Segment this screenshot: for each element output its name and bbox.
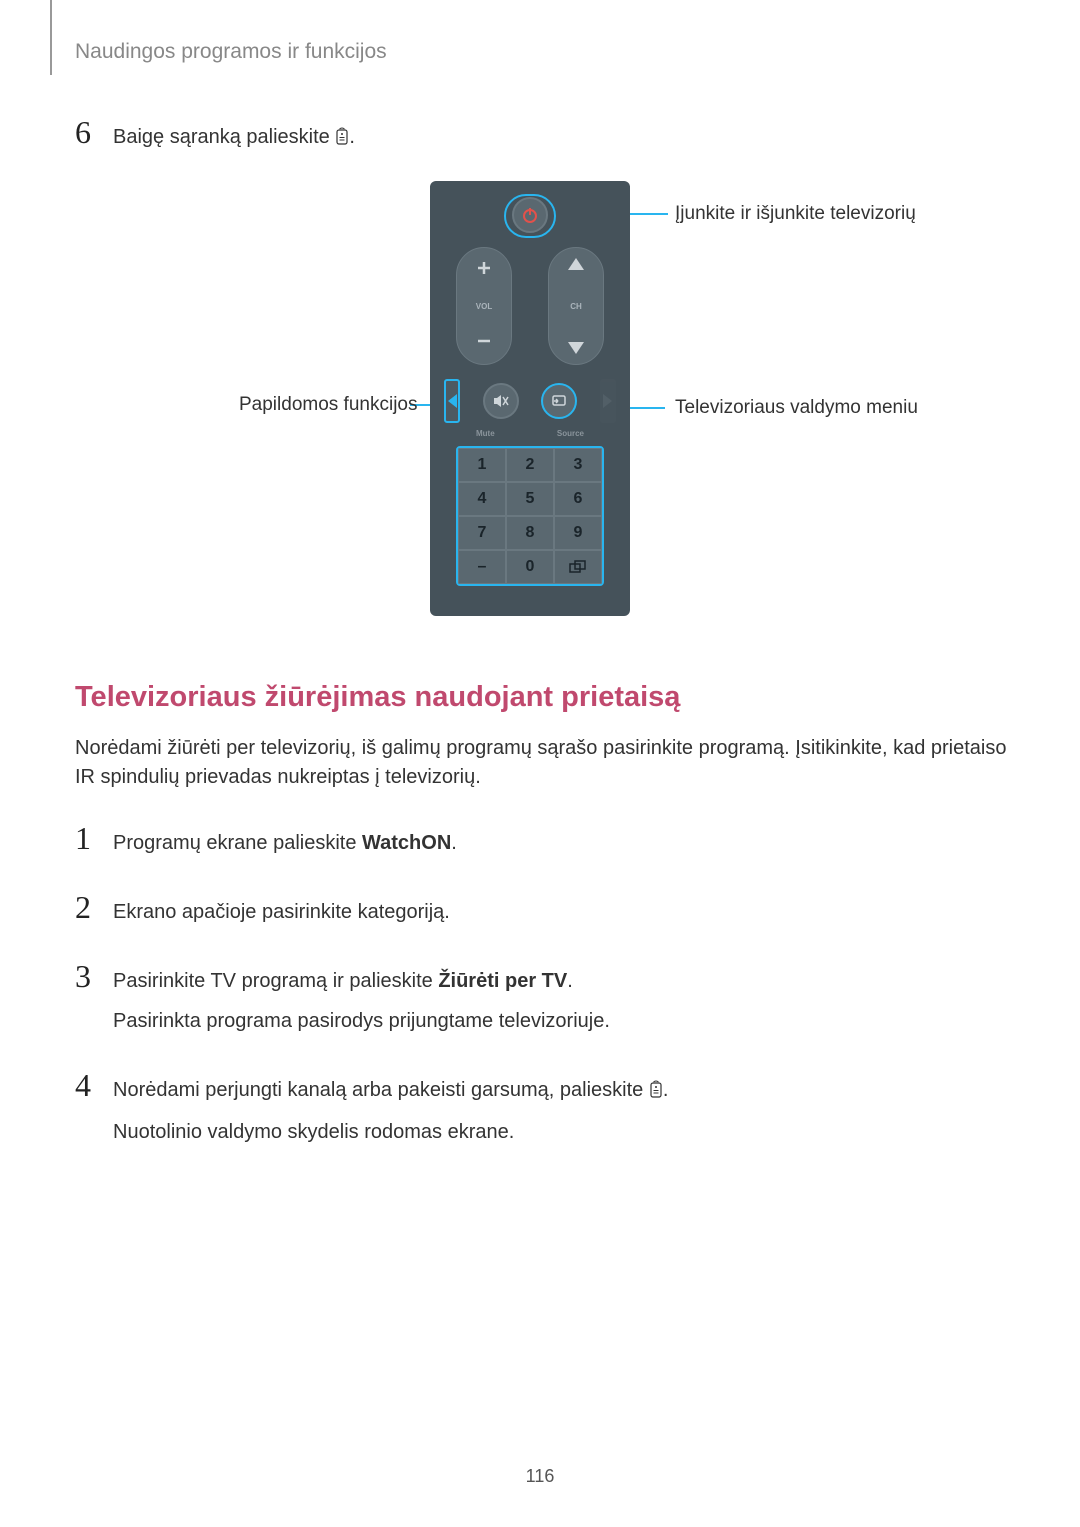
step-bold: Žiūrėti per TV	[438, 970, 567, 992]
mute-button[interactable]	[483, 383, 519, 419]
step-4: 4 Norėdami perjungti kanalą arba pakeist…	[75, 1067, 1020, 1148]
expand-right-tab[interactable]	[600, 379, 616, 423]
step-pre: Ekrano apačioje pasirinkite kategoriją.	[113, 901, 450, 923]
step-body: Ekrano apačioje pasirinkite kategoriją.	[113, 896, 450, 928]
remote-body: VOL CH	[430, 181, 630, 616]
intro-paragraph: Norėdami žiūrėti per televizorių, iš gal…	[75, 734, 1020, 792]
channel-label: CH	[570, 302, 582, 311]
page-number: 116	[0, 1466, 1080, 1487]
step-number: 6	[75, 114, 113, 151]
step-2: 2 Ekrano apačioje pasirinkite kategoriją…	[75, 889, 1020, 928]
expand-left-tab[interactable]	[444, 379, 460, 423]
numpad-5[interactable]: 5	[506, 482, 554, 516]
numpad-prev[interactable]	[554, 550, 602, 584]
numpad-7[interactable]: 7	[458, 516, 506, 550]
channel-rocker[interactable]: CH	[548, 247, 604, 365]
numpad-9[interactable]: 9	[554, 516, 602, 550]
step-line2: Pasirinkta programa pasirodys prijungtam…	[113, 1005, 610, 1037]
remote-diagram: Įjunkite ir išjunkite televizorių Papild…	[75, 181, 1020, 641]
breadcrumb: Naudingos programos ir funkcijos	[75, 40, 1020, 64]
step-number: 1	[75, 820, 113, 857]
callout-left-label: Papildomos funkcijos	[239, 394, 417, 416]
chevron-right-icon	[603, 394, 612, 408]
step-post: .	[663, 1079, 669, 1101]
step-body: Norėdami perjungti kanalą arba pakeisti …	[113, 1074, 668, 1148]
step-6: 6 Baigę sąranką palieskite .	[75, 114, 1020, 151]
remote-icon	[335, 127, 349, 151]
numpad-dash[interactable]: –	[458, 550, 506, 584]
step-1: 1 Programų ekrane palieskite WatchON.	[75, 820, 1020, 859]
numpad-8[interactable]: 8	[506, 516, 554, 550]
step-pre: Norėdami perjungti kanalą arba pakeisti …	[113, 1079, 649, 1101]
step-body: Programų ekrane palieskite WatchON.	[113, 827, 457, 859]
channel-down-icon	[568, 342, 584, 354]
period: .	[349, 126, 355, 148]
power-highlight	[504, 194, 556, 238]
numpad-3[interactable]: 3	[554, 448, 602, 482]
step-bold: WatchON	[362, 832, 451, 854]
step-body: Pasirinkite TV programą ir palieskite Ži…	[113, 965, 610, 1037]
numpad-2[interactable]: 2	[506, 448, 554, 482]
steps-list: 1 Programų ekrane palieskite WatchON. 2 …	[75, 820, 1020, 1148]
step-text: Baigę sąranką palieskite .	[113, 126, 355, 151]
mute-sublabel: Mute	[476, 429, 495, 438]
remote-icon	[649, 1076, 663, 1108]
step-post: .	[451, 832, 457, 854]
page-margin-rule	[50, 0, 52, 75]
callout-tvmenu-label: Televizoriaus valdymo meniu	[675, 397, 918, 419]
numpad-6[interactable]: 6	[554, 482, 602, 516]
volume-up-icon	[477, 258, 491, 281]
source-button[interactable]	[541, 383, 577, 419]
step-number: 2	[75, 889, 113, 926]
numpad-4[interactable]: 4	[458, 482, 506, 516]
channel-up-icon	[568, 258, 584, 270]
volume-label: VOL	[476, 302, 492, 311]
section-title: Televizoriaus žiūrėjimas naudojant priet…	[75, 681, 1020, 714]
chevron-left-icon	[448, 394, 457, 408]
step-number: 3	[75, 958, 113, 995]
step-number: 4	[75, 1067, 113, 1104]
numpad-0[interactable]: 0	[506, 550, 554, 584]
callout-power-label: Įjunkite ir išjunkite televizorių	[675, 203, 916, 225]
step-post: .	[567, 970, 573, 992]
volume-down-icon	[477, 331, 491, 354]
numpad: 1 2 3 4 5 6 7 8 9 – 0	[456, 446, 604, 586]
volume-rocker[interactable]: VOL	[456, 247, 512, 365]
step-text-content: Baigę sąranką palieskite	[113, 126, 335, 148]
step-pre: Programų ekrane palieskite	[113, 832, 362, 854]
numpad-1[interactable]: 1	[458, 448, 506, 482]
step-3: 3 Pasirinkite TV programą ir palieskite …	[75, 958, 1020, 1037]
step-line2: Nuotolinio valdymo skydelis rodomas ekra…	[113, 1116, 668, 1148]
step-pre: Pasirinkite TV programą ir palieskite	[113, 970, 438, 992]
source-sublabel: Source	[557, 429, 584, 438]
